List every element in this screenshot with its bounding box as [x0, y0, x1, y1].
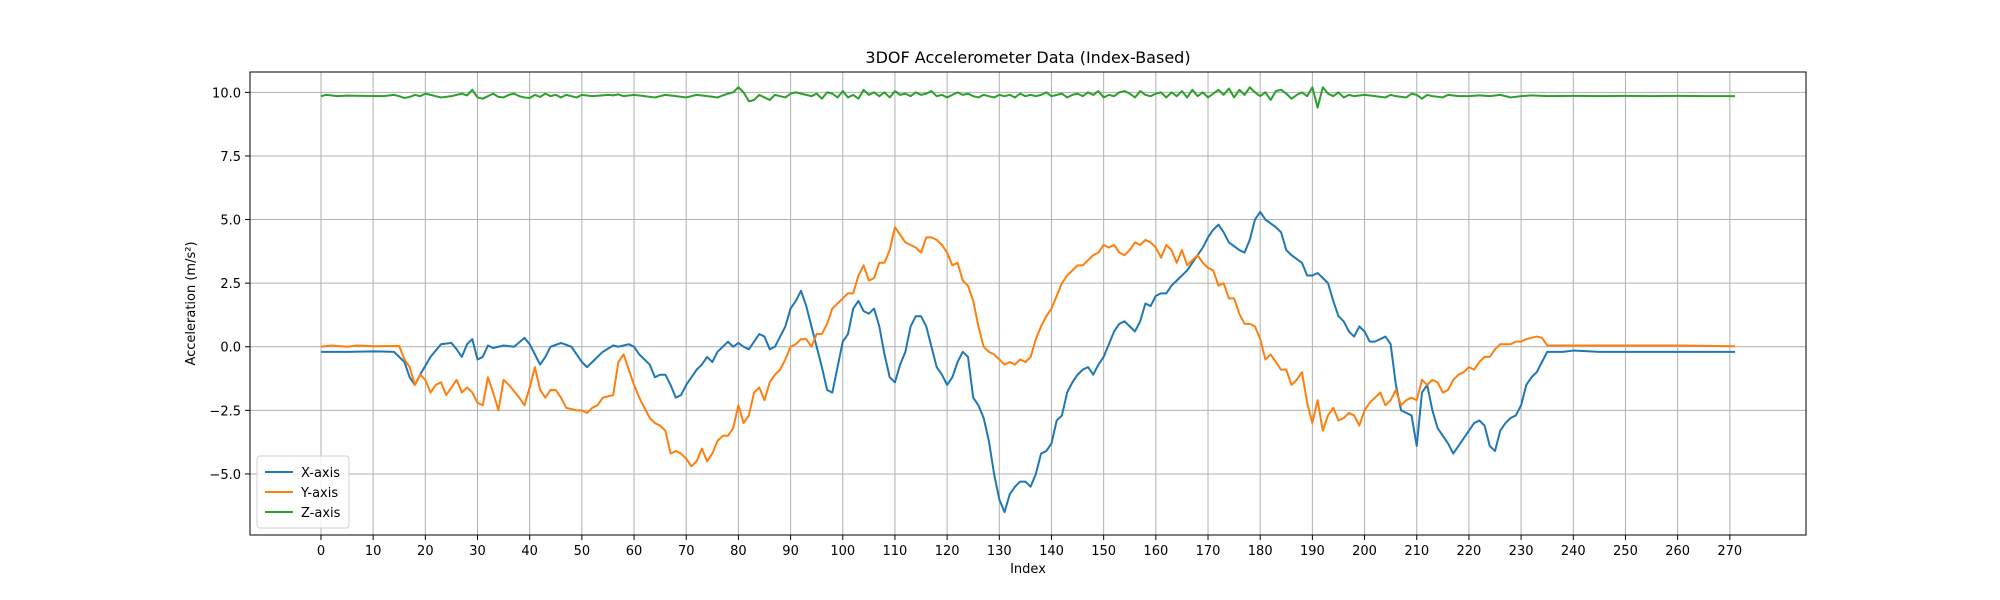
- x-tick-label: 0: [317, 544, 325, 559]
- legend-label: X-axis: [301, 466, 340, 481]
- y-tick-label: 0.0: [220, 341, 241, 356]
- x-tick-label: 220: [1457, 544, 1482, 559]
- y-tick-label: −5.0: [209, 468, 241, 483]
- y-tick-label: −2.5: [209, 404, 241, 419]
- x-tick-label: 90: [782, 544, 799, 559]
- y-tick-label: 10.0: [212, 86, 241, 101]
- x-tick-label: 130: [987, 544, 1012, 559]
- series-line-y-axis: [320, 226, 1736, 468]
- x-tick-label: 120: [935, 544, 960, 559]
- x-tick-label: 250: [1613, 544, 1638, 559]
- series-lines: [320, 86, 1736, 514]
- x-tick-label: 160: [1143, 544, 1168, 559]
- x-tick-label: 210: [1404, 544, 1429, 559]
- x-tick-label: 10: [365, 544, 382, 559]
- x-tick-label: 230: [1509, 544, 1534, 559]
- y-axis-title: Acceleration (m/s²): [184, 241, 199, 365]
- x-tick-label: 140: [1039, 544, 1064, 559]
- series-line-z-axis: [320, 86, 1736, 109]
- x-tick-label: 20: [417, 544, 434, 559]
- series-line-x-axis: [320, 210, 1736, 514]
- y-tick-label: 5.0: [220, 214, 241, 229]
- legend: X-axis Y-axis Z-axis: [256, 455, 350, 529]
- axis-ticks: 0 10 20 30 40 50 60 70 80 90 100 110 120 130 140 150 160…: [209, 86, 1742, 559]
- legend-label: Y-axis: [300, 486, 338, 501]
- x-tick-label: 170: [1196, 544, 1221, 559]
- x-tick-label: 70: [678, 544, 695, 559]
- grid: [250, 72, 1806, 535]
- y-tick-label: 7.5: [220, 150, 241, 165]
- x-tick-label: 190: [1300, 544, 1325, 559]
- x-tick-label: 180: [1248, 544, 1273, 559]
- x-tick-label: 30: [469, 544, 486, 559]
- x-tick-label: 110: [883, 544, 908, 559]
- x-tick-label: 80: [730, 544, 747, 559]
- x-tick-label: 40: [521, 544, 538, 559]
- x-tick-label: 60: [626, 544, 643, 559]
- x-tick-label: 150: [1091, 544, 1116, 559]
- legend-box: [256, 455, 350, 529]
- x-tick-label: 50: [574, 544, 591, 559]
- legend-label: Z-axis: [301, 506, 341, 521]
- x-tick-label: 240: [1561, 544, 1586, 559]
- y-tick-label: 2.5: [220, 277, 241, 292]
- x-tick-label: 260: [1665, 544, 1690, 559]
- x-tick-label: 100: [830, 544, 855, 559]
- x-tick-label: 270: [1717, 544, 1742, 559]
- x-tick-label: 200: [1352, 544, 1377, 559]
- x-axis-title: Index: [1010, 562, 1046, 577]
- plot-area-frame: [249, 71, 1807, 536]
- chart-title: 3DOF Accelerometer Data (Index-Based): [865, 48, 1190, 67]
